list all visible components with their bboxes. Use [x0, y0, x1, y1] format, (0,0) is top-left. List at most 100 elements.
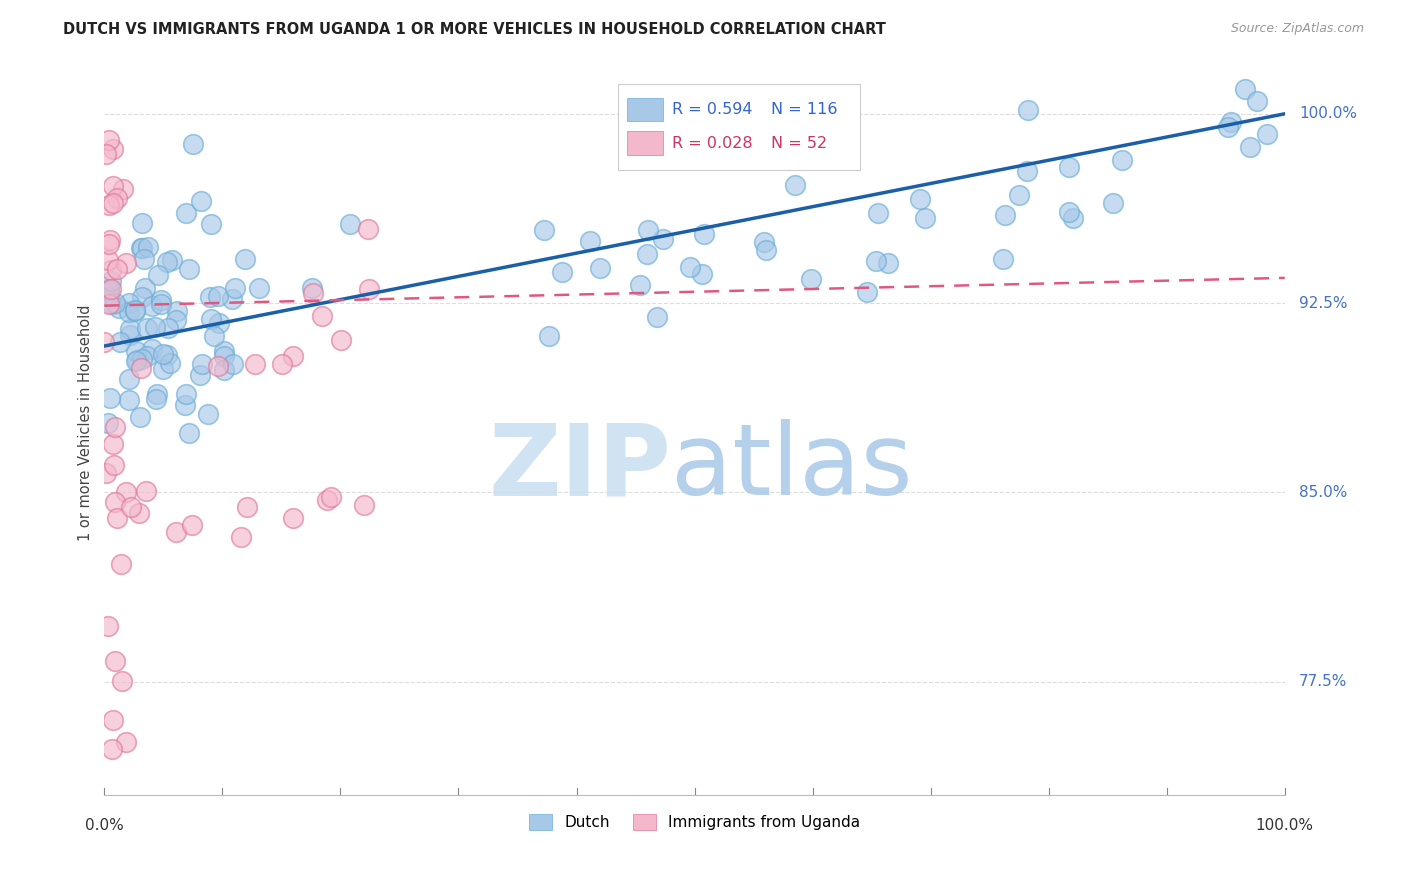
Point [136, 240, 159, 254]
Point [166, 303, 188, 318]
Point [353, 498, 375, 512]
Point [1057, 204, 1080, 219]
Point [647, 310, 669, 324]
Point [101, 142, 124, 156]
Text: 100.0%: 100.0% [1299, 106, 1357, 121]
Point [118, 328, 141, 343]
Point [100, 274, 122, 288]
Point [129, 241, 152, 255]
Point [101, 713, 124, 727]
Point [111, 673, 134, 688]
Point [118, 305, 141, 319]
Point [117, 296, 139, 310]
Point [100, 282, 122, 296]
Point [281, 510, 304, 524]
Text: N = 52: N = 52 [772, 136, 827, 151]
Point [98, 391, 121, 405]
Point [785, 178, 807, 192]
Point [120, 322, 142, 336]
Point [800, 272, 823, 286]
Point [165, 525, 187, 540]
Text: 77.5%: 77.5% [1299, 674, 1347, 690]
Point [127, 352, 149, 367]
Point [202, 329, 225, 343]
Point [679, 260, 702, 274]
Point [115, 484, 138, 499]
FancyBboxPatch shape [617, 84, 860, 169]
Point [877, 256, 900, 270]
Point [98, 133, 121, 147]
Text: atlas: atlas [671, 419, 912, 516]
Text: Source: ZipAtlas.com: Source: ZipAtlas.com [1230, 22, 1364, 36]
Point [991, 252, 1014, 266]
Point [1219, 115, 1241, 129]
Point [159, 356, 181, 370]
Point [188, 368, 211, 382]
Point [160, 253, 183, 268]
Point [101, 196, 124, 211]
Point [98, 297, 121, 311]
Point [97, 416, 120, 430]
Legend: Dutch, Immigrants from Uganda: Dutch, Immigrants from Uganda [523, 808, 866, 836]
Text: 85.0%: 85.0% [1299, 485, 1347, 500]
Point [221, 292, 243, 306]
Point [136, 349, 159, 363]
Point [174, 398, 197, 412]
Point [156, 255, 179, 269]
Point [105, 510, 128, 524]
Point [110, 335, 132, 350]
Point [101, 741, 124, 756]
Point [97, 237, 120, 252]
Point [98, 282, 121, 296]
Point [865, 254, 887, 268]
Point [1256, 128, 1278, 142]
Point [115, 256, 138, 270]
Point [103, 458, 125, 472]
Point [181, 518, 204, 533]
Point [143, 319, 166, 334]
Point [200, 217, 222, 231]
Text: N = 116: N = 116 [772, 102, 838, 117]
Point [98, 283, 121, 297]
Point [94, 147, 117, 161]
Point [156, 347, 179, 361]
Point [359, 282, 381, 296]
Point [311, 309, 333, 323]
Point [181, 137, 204, 152]
Point [131, 241, 153, 255]
Point [589, 260, 612, 275]
Point [174, 387, 197, 401]
Point [124, 304, 146, 318]
Point [103, 178, 125, 193]
Point [131, 360, 153, 375]
Point [112, 182, 135, 196]
Point [207, 289, 229, 303]
Point [356, 222, 378, 236]
Point [652, 231, 675, 245]
Point [135, 484, 157, 499]
Point [236, 500, 259, 515]
Point [197, 408, 219, 422]
Point [329, 334, 352, 348]
Point [339, 217, 361, 231]
Point [270, 357, 292, 371]
Point [98, 198, 121, 212]
Point [100, 263, 122, 277]
Point [316, 492, 339, 507]
Point [533, 223, 555, 237]
Point [177, 425, 200, 440]
Point [281, 349, 304, 363]
Point [690, 267, 713, 281]
Text: DUTCH VS IMMIGRANTS FROM UGANDA 1 OR MORE VEHICLES IN HOUSEHOLD CORRELATION CHAR: DUTCH VS IMMIGRANTS FROM UGANDA 1 OR MOR… [63, 22, 886, 37]
Point [149, 293, 172, 307]
Point [115, 735, 138, 749]
Point [637, 222, 659, 236]
Point [128, 506, 150, 520]
Point [105, 190, 128, 204]
Point [125, 354, 148, 368]
Point [994, 208, 1017, 222]
Point [98, 290, 121, 304]
Point [117, 371, 139, 385]
Point [214, 362, 236, 376]
Text: 0.0%: 0.0% [84, 818, 124, 833]
